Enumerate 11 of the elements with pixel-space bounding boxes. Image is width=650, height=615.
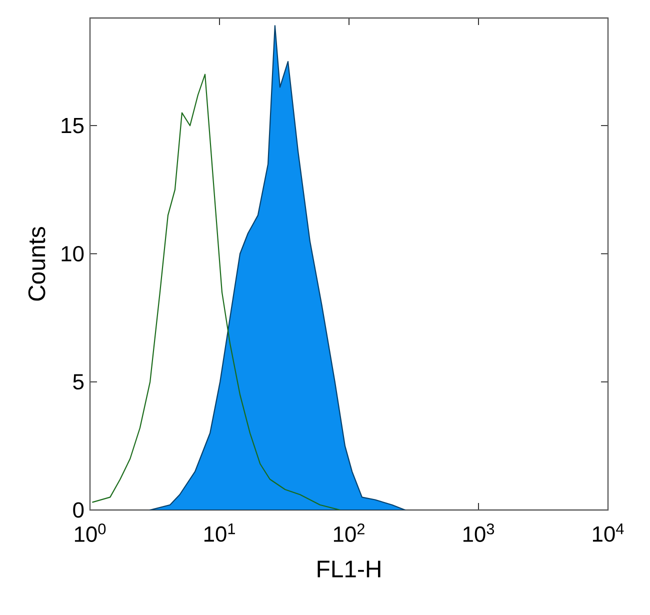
y-tick-label: 5 — [73, 374, 84, 390]
y-tick-label: 15 — [62, 118, 84, 134]
x-tick-label: 10$^{4}$ — [592, 524, 624, 542]
y-tick-label: 0 — [73, 502, 84, 518]
x-tick-label: 10$^{2}$ — [334, 524, 364, 542]
y-axis-title: Counts — [28, 226, 46, 301]
x-axis-title: FL1-H — [318, 560, 380, 578]
x-tick-label: 10$^{0}$ — [74, 524, 106, 542]
y-tick-label: 10 — [62, 246, 84, 262]
x-tick-label: 10$^{1}$ — [204, 524, 235, 542]
x-tick-label: 10$^{3}$ — [463, 524, 494, 542]
